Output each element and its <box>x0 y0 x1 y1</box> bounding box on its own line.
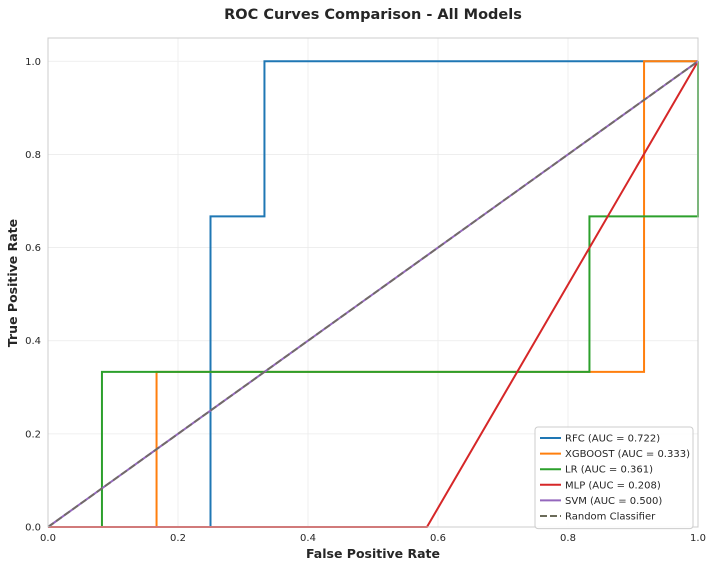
y-tick-label: 0.6 <box>25 243 41 254</box>
y-tick-label: 0.0 <box>25 523 41 534</box>
chart-title: ROC Curves Comparison - All Models <box>224 7 522 23</box>
y-tick-label: 0.4 <box>25 336 41 347</box>
x-tick-label: 0.2 <box>170 533 186 544</box>
x-tick-label: 1.0 <box>690 533 706 544</box>
series-line <box>47 60 699 528</box>
x-tick-label: 0.0 <box>40 533 56 544</box>
x-tick-label: 0.6 <box>430 533 446 544</box>
plot-frame <box>47 37 699 528</box>
legend-label: SVM (AUC = 0.500) <box>565 496 662 507</box>
x-tick-label: 0.4 <box>300 533 316 544</box>
legend-label: XGBOOST (AUC = 0.333) <box>565 449 690 460</box>
y-axis-label: True Positive Rate <box>5 219 20 347</box>
tick-labels: 0.0 0.2 0.4 0.6 0.8 1.0 0.0 0.2 0.4 0.6 0.8 1.0 <box>25 57 706 544</box>
y-tick-label: 1.0 <box>25 57 41 68</box>
legend-label: Random Classifier <box>565 512 656 523</box>
legend-label: RFC (AUC = 0.722) <box>565 434 660 445</box>
y-tick-label: 0.2 <box>25 429 41 440</box>
legend-box <box>534 426 694 530</box>
legend: RFC (AUC = 0.722) XGBOOST (AUC = 0.333) LR… <box>534 426 694 530</box>
x-axis-label: False Positive Rate <box>306 546 440 561</box>
x-tick-label: 0.8 <box>560 533 576 544</box>
legend-label: LR (AUC = 0.361) <box>565 465 653 476</box>
legend-label: MLP (AUC = 0.208) <box>565 480 661 491</box>
y-tick-label: 0.8 <box>25 150 41 161</box>
